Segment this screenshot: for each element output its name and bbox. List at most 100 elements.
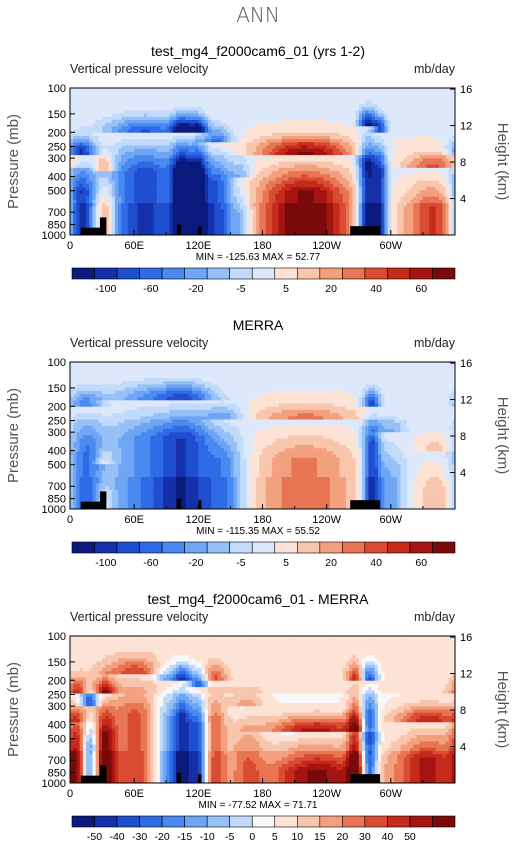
y-tick-label: 150 [48, 383, 66, 395]
y-tick-label: 100 [48, 83, 66, 95]
colorbar-swatch [387, 815, 411, 828]
x-tick-label: 60W [380, 240, 403, 252]
topo-block-5 [350, 500, 381, 509]
colorbar-label: -10 [200, 831, 215, 843]
colorbar-swatch [229, 267, 253, 280]
topo-block-4 [198, 774, 202, 783]
x-tick-label: 0 [67, 514, 73, 526]
y-tick-label: 300 [48, 427, 66, 439]
colorbar-label: -100 [95, 283, 116, 295]
y-tick-label: 400 [48, 720, 66, 732]
colorbar-swatch [274, 541, 298, 554]
colorbar-swatch [296, 267, 321, 280]
colorbar-label: -15 [177, 831, 192, 843]
topo-block-4 [198, 226, 202, 235]
x-tick-label: 60E [124, 788, 144, 800]
height-tick-label: 16 [460, 84, 472, 96]
x-tick-label: 120W [312, 788, 341, 800]
topo-block-1 [80, 775, 105, 783]
y-tick-label: 200 [48, 401, 66, 413]
x-tick-label: 60W [380, 788, 403, 800]
min-max-stats: MIN = -77.52 MAX = 71.71 [199, 800, 318, 811]
colorbar-swatch [184, 541, 208, 554]
y-tick-label: 150 [48, 109, 66, 121]
colorbar-swatch [116, 267, 140, 280]
panel-units-label: mb/day [414, 610, 456, 624]
colorbar-swatch [387, 267, 411, 280]
field-cells [70, 88, 456, 236]
topo-block-1 [80, 501, 105, 509]
y-axis-title: Pressure (mb) [5, 662, 22, 757]
colorbar-swatch [251, 267, 276, 280]
colorbar-label: 60 [415, 557, 427, 569]
height-tick-label: 8 [460, 157, 466, 169]
colorbar-swatch [432, 815, 456, 828]
colorbar-label: 50 [404, 831, 416, 843]
colorbar-label: 30 [359, 831, 371, 843]
height-tick-label: 12 [460, 669, 472, 681]
y-tick-label: 700 [48, 207, 66, 219]
colorbar-swatch [342, 815, 366, 828]
colorbar: -100 -60 -20 -5 5 20 40 60 [71, 541, 456, 569]
panel-left-label: Vertical pressure velocity [70, 336, 209, 350]
height-tick-label: 4 [460, 742, 466, 754]
topo-block-2 [99, 217, 107, 235]
colorbar-swatch [139, 541, 163, 554]
min-max-stats: MIN = -125.63 MAX = 52.77 [196, 252, 321, 263]
colorbar-swatch [71, 815, 95, 828]
y-tick-label: 250 [48, 415, 66, 427]
y-tick-label: 1000 [42, 778, 66, 790]
colorbar-swatch [206, 815, 231, 828]
colorbar-swatch [296, 815, 321, 828]
panel-title: MERRA [233, 317, 284, 333]
y-right-axis-title: Height (km) [494, 123, 511, 201]
colorbar-label: -20 [188, 283, 203, 295]
panel-left-label: Vertical pressure velocity [70, 62, 209, 76]
colorbar-label: 0 [249, 831, 255, 843]
panel-title: test_mg4_f2000cam6_01 (yrs 1-2) [151, 43, 365, 59]
colorbar-label: 5 [283, 283, 289, 295]
colorbar-swatch [274, 815, 298, 828]
y-tick-label: 1000 [42, 504, 66, 516]
colorbar-swatch [206, 267, 231, 280]
colorbar-label: -30 [132, 831, 147, 843]
colorbar-label: -5 [225, 831, 234, 843]
topo-block-2 [99, 765, 107, 783]
colorbar-label: 40 [370, 557, 382, 569]
colorbar-label: -20 [188, 557, 203, 569]
colorbar-label: -100 [95, 557, 116, 569]
topo-block-3 [176, 224, 182, 235]
colorbar-swatch [206, 541, 231, 554]
topo-block-1 [80, 227, 105, 235]
colorbar-swatch [71, 267, 95, 280]
figure-suptitle: ANN [236, 3, 280, 27]
colorbar-label: -60 [143, 557, 158, 569]
x-tick-label: 60E [124, 514, 144, 526]
x-tick-label: 180 [253, 514, 271, 526]
x-tick-label: 120E [185, 240, 211, 252]
height-tick-label: 4 [460, 468, 466, 480]
y-tick-label: 250 [48, 141, 66, 153]
y-right-axis-title: Height (km) [494, 671, 511, 749]
colorbar-label: 5 [272, 831, 278, 843]
topo-block-2 [99, 491, 107, 509]
y-tick-label: 300 [48, 701, 66, 713]
colorbar-label: -40 [109, 831, 124, 843]
colorbar-swatch [296, 541, 321, 554]
panel-units-label: mb/day [414, 62, 456, 76]
y-tick-label: 300 [48, 153, 66, 165]
colorbar-label: 15 [314, 831, 326, 843]
topography [80, 217, 381, 235]
colorbar-swatch [94, 815, 118, 828]
colorbar: -100 -60 -20 -5 5 20 40 60 [71, 267, 456, 295]
colorbar-label: -5 [236, 557, 245, 569]
colorbar-label: 20 [337, 831, 349, 843]
colorbar-swatch [409, 267, 433, 280]
height-tick-label: 12 [460, 395, 472, 407]
topo-block-5 [350, 226, 381, 235]
colorbar-label: 40 [382, 831, 394, 843]
colorbar-swatch [251, 815, 276, 828]
colorbar-swatch [409, 541, 433, 554]
height-tick-label: 8 [460, 705, 466, 717]
colorbar-swatch [432, 541, 456, 554]
